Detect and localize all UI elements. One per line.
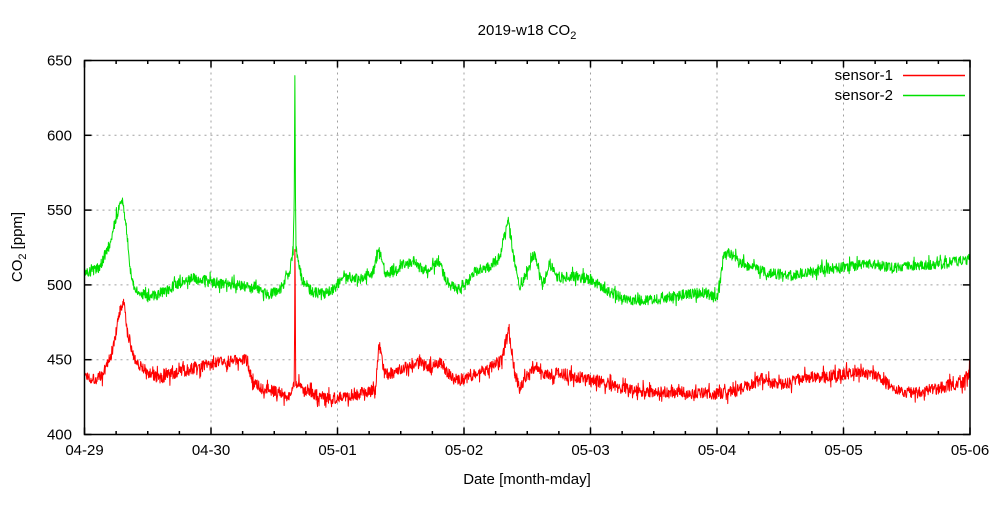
chart-title: 2019-w18 CO2 (478, 22, 577, 42)
y-tick-label: 600 (47, 127, 72, 144)
series-layer (84, 75, 970, 408)
y-tick-label: 500 (47, 277, 72, 294)
x-tick-label: 04-29 (65, 442, 103, 459)
x-axis-label: Date [month-mday] (463, 471, 591, 488)
axis-layer: 04-29 04-30 05-01 05-02 05-03 05-04 05-05 05-06… (47, 53, 989, 460)
plot-border (83, 59, 971, 436)
x-tick-label: 05-06 (951, 442, 989, 459)
y-tick-label: 400 (47, 427, 72, 444)
y-tick-label: 450 (47, 352, 72, 369)
series-line-sensor-2 (84, 75, 970, 307)
series-line-sensor-1 (84, 248, 970, 408)
x-tick-label: 05-05 (824, 442, 862, 459)
x-tick-label: 05-02 (445, 442, 483, 459)
y-tick-label: 550 (47, 202, 72, 219)
x-tick-label: 05-03 (571, 442, 609, 459)
y-tick-label: 650 (47, 53, 72, 70)
x-tick-label: 05-01 (318, 442, 356, 459)
legend: sensor-1 sensor-2 (835, 67, 965, 104)
y-axis-label: CO2[ppm] (9, 212, 29, 282)
x-tick-label: 05-04 (698, 442, 736, 459)
legend-label-sensor-2: sensor-2 (835, 87, 893, 104)
grid-layer (84, 60, 970, 435)
legend-label-sensor-1: sensor-1 (835, 67, 893, 84)
x-tick-label: 04-30 (192, 442, 230, 459)
